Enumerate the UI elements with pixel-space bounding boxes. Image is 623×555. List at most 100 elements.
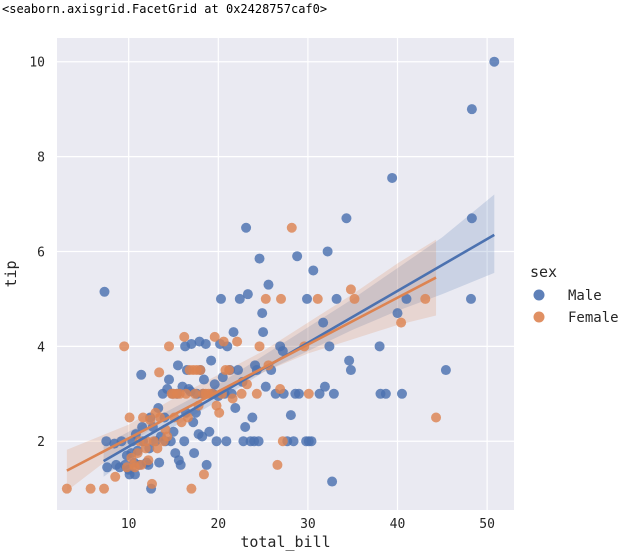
point-male	[238, 436, 249, 447]
point-female	[349, 293, 360, 304]
point-male	[197, 431, 208, 442]
point-male	[341, 213, 352, 224]
point-male	[136, 369, 147, 380]
point-male	[324, 341, 335, 352]
point-male	[260, 381, 271, 392]
point-male	[99, 286, 110, 297]
point-female	[241, 379, 252, 390]
y-tick-label: 2	[37, 435, 45, 450]
point-female	[143, 455, 154, 466]
point-female	[251, 388, 262, 399]
point-male	[254, 253, 265, 264]
point-male	[466, 213, 477, 224]
point-female	[254, 341, 265, 352]
data-points	[61, 56, 500, 494]
point-female	[260, 293, 271, 304]
legend: sex Male Female	[530, 263, 619, 326]
point-female	[186, 483, 197, 494]
point-female	[146, 478, 157, 489]
point-female	[209, 331, 220, 342]
point-male	[263, 279, 274, 290]
point-female	[214, 407, 225, 418]
point-male	[401, 293, 412, 304]
point-male	[292, 251, 303, 262]
point-male	[204, 426, 215, 437]
point-male	[164, 374, 175, 385]
point-female	[195, 365, 206, 376]
point-male	[306, 436, 317, 447]
point-female	[277, 436, 288, 447]
point-male	[396, 388, 407, 399]
point-female	[420, 293, 431, 304]
point-female	[189, 388, 200, 399]
legend-title: sex	[530, 263, 557, 281]
point-male	[344, 355, 355, 366]
point-male	[440, 365, 451, 376]
point-male	[129, 469, 140, 480]
point-female	[232, 336, 243, 347]
point-male	[228, 327, 239, 338]
point-female	[396, 317, 407, 328]
point-male	[345, 365, 356, 376]
regression-lines	[66, 233, 495, 472]
point-male	[215, 293, 226, 304]
point-female	[224, 365, 235, 376]
point-female	[119, 341, 130, 352]
point-male	[201, 459, 212, 470]
point-male	[328, 388, 339, 399]
point-male	[247, 412, 258, 423]
point-male	[322, 246, 333, 257]
point-female	[132, 448, 143, 459]
x-tick-label: 30	[300, 517, 316, 532]
point-female	[227, 393, 238, 404]
point-male	[172, 360, 183, 371]
point-male	[240, 421, 251, 432]
point-female	[275, 384, 286, 395]
point-male	[154, 457, 165, 468]
point-female	[154, 367, 165, 378]
point-female	[110, 471, 121, 482]
point-male	[206, 355, 217, 366]
point-female	[198, 469, 209, 480]
legend-label-male: Male	[568, 288, 602, 304]
point-female	[218, 336, 229, 347]
point-male	[288, 436, 299, 447]
point-male	[234, 293, 245, 304]
point-female	[272, 459, 283, 470]
point-male	[387, 172, 398, 183]
point-male	[189, 448, 200, 459]
point-male	[253, 436, 264, 447]
point-female	[162, 431, 173, 442]
x-axis-label: total_bill	[240, 533, 330, 551]
point-female	[145, 414, 156, 425]
legend-label-female: Female	[568, 310, 619, 326]
x-tick-label: 50	[479, 517, 495, 532]
y-axis-label: tip	[2, 260, 20, 287]
point-male	[465, 293, 476, 304]
point-male	[285, 410, 296, 421]
y-tick-label: 6	[37, 245, 45, 260]
legend-marker-male	[533, 289, 545, 301]
point-female	[85, 483, 96, 494]
point-male	[230, 403, 241, 414]
x-tick-label: 20	[210, 517, 226, 532]
point-male	[258, 327, 269, 338]
point-male	[302, 293, 313, 304]
y-tick-label: 4	[37, 340, 45, 355]
tick-labels: 10 20 30 40 50 2 4 6 8 10	[29, 56, 495, 532]
point-male	[186, 338, 197, 349]
point-female	[431, 412, 442, 423]
regression-line-female	[66, 276, 437, 472]
point-male	[392, 308, 403, 319]
point-male	[175, 459, 186, 470]
point-male	[293, 388, 304, 399]
point-female	[124, 412, 135, 423]
point-male	[319, 381, 330, 392]
point-male	[489, 56, 500, 67]
y-tick-label: 10	[29, 56, 45, 71]
point-female	[61, 483, 72, 494]
x-tick-label: 40	[390, 517, 406, 532]
point-male	[257, 308, 268, 319]
point-male	[102, 462, 113, 473]
point-female	[99, 483, 110, 494]
